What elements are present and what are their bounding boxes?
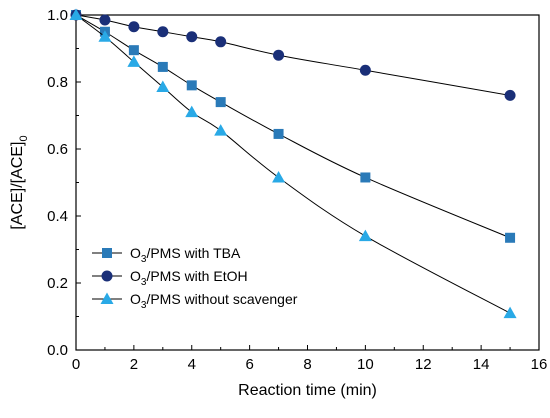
legend-label-suffix: /PMS without scavenger: [146, 291, 297, 307]
data-point: [128, 45, 139, 56]
series-layer: [69, 8, 517, 319]
data-point: [273, 128, 284, 139]
y-tick-label: 0.0: [47, 342, 68, 359]
data-point: [272, 170, 286, 183]
legend-marker: [102, 248, 112, 258]
y-tick-label: 0.8: [47, 74, 68, 91]
axes: 0 2 4 6 8 10 12 14 16 0.0 0.2 0.4 0.6 0.8 1.0: [47, 7, 547, 373]
legend-entry: O3/PMS with EtOH: [92, 268, 248, 288]
data-point: [505, 232, 516, 243]
legend-label-prefix: O: [130, 291, 141, 307]
data-point: [185, 105, 199, 118]
series-line: [75, 14, 511, 314]
y-axis-title-base: [ACE]/[ACE]: [9, 142, 26, 230]
legend-label: O3/PMS with TBA: [130, 245, 241, 265]
data-point: [156, 80, 170, 93]
x-tick-label: 6: [245, 356, 253, 373]
legend-label: O3/PMS without scavenger: [130, 291, 298, 311]
legend-label-subscript: 3: [141, 277, 147, 288]
series-square: [71, 10, 516, 243]
data-point: [358, 229, 372, 242]
series-line: [75, 14, 511, 96]
data-point: [504, 89, 516, 101]
data-point: [273, 49, 285, 61]
legend-label-subscript: 3: [141, 254, 147, 265]
y-axis-title: [ACE]/[ACE]0: [9, 135, 30, 229]
legend-label-prefix: O: [130, 245, 141, 261]
x-tick-label: 4: [188, 356, 196, 373]
data-point: [359, 64, 371, 76]
legend-marker: [100, 292, 114, 304]
data-point: [157, 61, 168, 72]
legend-entry: O3/PMS with TBA: [92, 245, 241, 265]
data-point: [503, 306, 517, 319]
data-point: [98, 30, 112, 42]
legend-label-prefix: O: [130, 268, 141, 284]
legend-entry: O3/PMS without scavenger: [92, 291, 298, 311]
y-tick-label: 0.2: [47, 275, 68, 292]
x-tick-label: 16: [531, 356, 548, 373]
data-point: [128, 21, 140, 33]
y-tick-label: 0.4: [47, 208, 68, 225]
data-point: [99, 14, 111, 26]
data-point: [186, 80, 197, 91]
x-tick-label: 0: [72, 356, 80, 373]
x-axis-title: Reaction time (min): [238, 382, 377, 399]
legend-label: O3/PMS with EtOH: [130, 268, 248, 288]
y-tick-label: 1.0: [47, 7, 68, 24]
data-point: [360, 172, 371, 183]
legend-label-suffix: /PMS with TBA: [146, 245, 241, 261]
data-point: [215, 97, 226, 108]
legend-label-subscript: 3: [141, 300, 147, 311]
x-tick-label: 2: [130, 356, 138, 373]
y-tick-label: 0.6: [47, 141, 68, 158]
y-axis-title-subscript: 0: [18, 135, 30, 141]
series-triangle: [69, 8, 517, 319]
data-point: [214, 124, 228, 136]
x-tick-label: 12: [415, 356, 432, 373]
x-tick-label: 10: [357, 356, 374, 373]
series-circle: [70, 9, 516, 101]
data-point: [127, 55, 141, 67]
data-point: [69, 8, 83, 20]
x-tick-label: 14: [473, 356, 490, 373]
data-point: [186, 31, 198, 43]
legend-label-suffix: /PMS with EtOH: [146, 268, 247, 284]
x-tick-label: 8: [303, 356, 311, 373]
legend-marker: [101, 270, 113, 282]
data-point: [157, 26, 169, 38]
data-point: [215, 36, 227, 48]
series-line: [75, 14, 511, 239]
